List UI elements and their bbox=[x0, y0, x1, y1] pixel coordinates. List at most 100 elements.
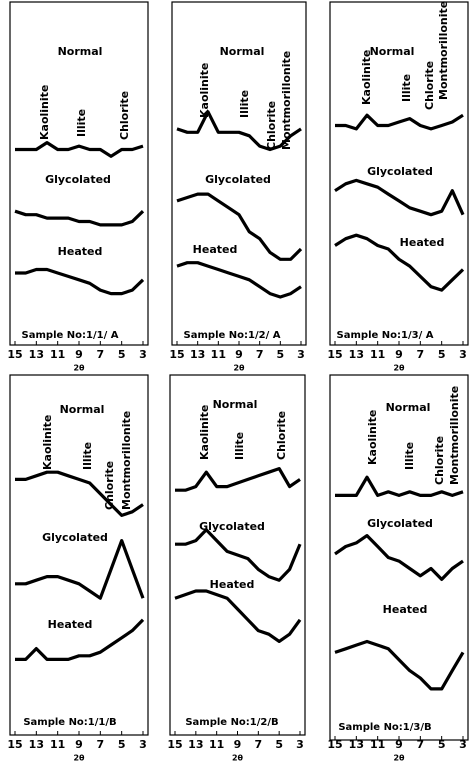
peak-label: Chlorite bbox=[423, 61, 436, 110]
x-tick-label: 5 bbox=[275, 738, 283, 751]
peak-label: Chlorite bbox=[118, 91, 131, 140]
x-tick-label: 15 bbox=[169, 348, 184, 361]
trace-label: Glycolated bbox=[42, 531, 108, 544]
peak-label: Chlorite bbox=[275, 411, 288, 460]
x-tick-label: 3 bbox=[139, 738, 147, 751]
trace-label: Glycolated bbox=[199, 520, 265, 533]
x-tick-label: 15 bbox=[167, 738, 182, 751]
xrd-trace bbox=[335, 475, 464, 497]
x-tick-label: 13 bbox=[29, 738, 44, 751]
x-tick-label: 9 bbox=[235, 348, 243, 361]
peak-label: Illite bbox=[403, 442, 416, 470]
x-tick-label: 7 bbox=[417, 348, 425, 361]
peak-label: Montmorillonite bbox=[120, 411, 133, 510]
peak-label: Illite bbox=[81, 442, 94, 470]
x-tick-label: 11 bbox=[211, 348, 226, 361]
trace-label: Normal bbox=[60, 403, 105, 416]
x-axis-label: 2θ bbox=[73, 364, 85, 373]
peak-label: Kaolinite bbox=[41, 415, 54, 470]
x-tick-label: 9 bbox=[75, 738, 83, 751]
peak-label: Illite bbox=[238, 90, 251, 118]
xrd-trace bbox=[175, 528, 302, 582]
peak-label: Chlorite bbox=[265, 101, 278, 150]
peak-label: Illite bbox=[233, 432, 246, 460]
trace-label: Glycolated bbox=[45, 173, 111, 186]
xrd-trace bbox=[15, 539, 145, 600]
x-tick-label: 7 bbox=[417, 738, 425, 751]
trace-label: Heated bbox=[58, 245, 103, 258]
x-tick-label: 15 bbox=[7, 348, 22, 361]
peak-label: Illite bbox=[75, 109, 88, 137]
peak-label: Kaolinite bbox=[360, 50, 373, 105]
x-tick-label: 11 bbox=[209, 738, 224, 751]
peak-label: Chlorite bbox=[433, 436, 446, 485]
xrd-trace bbox=[176, 192, 303, 261]
trace-label: Glycolated bbox=[367, 165, 433, 178]
sample-label: Sample No:1/1/B bbox=[23, 717, 116, 728]
peak-label: Kaolinite bbox=[198, 405, 211, 460]
x-tick-label: 7 bbox=[97, 738, 105, 751]
xrd-trace bbox=[176, 110, 302, 152]
xrd-trace bbox=[174, 589, 302, 643]
trace-label: Normal bbox=[370, 45, 415, 58]
x-tick-label: 15 bbox=[7, 738, 22, 751]
x-axis-label: 2θ bbox=[393, 754, 405, 763]
trace-label: Heated bbox=[48, 618, 93, 631]
peak-label: Kaolinite bbox=[38, 85, 51, 140]
x-axis-label: 2θ bbox=[233, 364, 245, 373]
x-tick-label: 9 bbox=[395, 348, 403, 361]
trace-label: Heated bbox=[383, 603, 428, 616]
trace-label: Heated bbox=[210, 578, 255, 591]
x-tick-label: 3 bbox=[459, 348, 467, 361]
trace-label: Normal bbox=[386, 401, 431, 414]
x-tick-label: 3 bbox=[297, 348, 305, 361]
xrd-trace bbox=[335, 113, 464, 131]
xrd-trace bbox=[15, 267, 145, 296]
xrd-trace bbox=[334, 233, 465, 292]
xrd-trace bbox=[15, 470, 144, 517]
x-axis-label: 2θ bbox=[232, 754, 244, 763]
x-tick-label: 11 bbox=[50, 348, 65, 361]
x-tick-label: 11 bbox=[370, 348, 385, 361]
peak-label: Chlorite bbox=[103, 461, 116, 510]
peak-label: Montmorillonite bbox=[437, 1, 450, 100]
x-tick-label: 11 bbox=[370, 738, 385, 751]
xrd-trace bbox=[175, 467, 301, 492]
x-tick-label: 5 bbox=[438, 348, 446, 361]
xrd-trace bbox=[15, 141, 144, 158]
trace-label: Normal bbox=[220, 45, 265, 58]
x-tick-label: 5 bbox=[277, 348, 285, 361]
trace-label: Heated bbox=[193, 243, 238, 256]
x-tick-label: 5 bbox=[438, 738, 446, 751]
xrd-trace bbox=[334, 639, 465, 691]
trace-label: Normal bbox=[58, 45, 103, 58]
xrd-trace bbox=[334, 534, 464, 581]
x-tick-label: 13 bbox=[349, 738, 364, 751]
sample-label: Sample No:1/3/ A bbox=[337, 330, 434, 341]
sample-label: Sample No:1/1/ A bbox=[22, 330, 119, 341]
x-tick-label: 13 bbox=[349, 348, 364, 361]
xrd-trace bbox=[15, 618, 145, 661]
peak-label: Montmorillonite bbox=[448, 386, 461, 485]
x-tick-label: 13 bbox=[29, 348, 44, 361]
x-tick-label: 3 bbox=[296, 738, 304, 751]
trace-label: Glycolated bbox=[367, 517, 433, 530]
x-tick-label: 3 bbox=[139, 348, 147, 361]
trace-label: Glycolated bbox=[205, 173, 271, 186]
sample-label: Sample No:1/3/B bbox=[338, 722, 431, 733]
x-axis-label: 2θ bbox=[393, 364, 405, 373]
peak-label: Montmorillonite bbox=[280, 51, 293, 150]
x-tick-label: 9 bbox=[234, 738, 242, 751]
peak-label: Kaolinite bbox=[366, 410, 379, 465]
trace-label: Heated bbox=[400, 236, 445, 249]
x-tick-label: 3 bbox=[459, 738, 467, 751]
x-axis-label: 2θ bbox=[73, 754, 85, 763]
x-tick-label: 15 bbox=[327, 738, 342, 751]
x-tick-label: 11 bbox=[50, 738, 65, 751]
x-tick-label: 13 bbox=[190, 348, 205, 361]
x-tick-label: 7 bbox=[256, 348, 264, 361]
x-tick-label: 13 bbox=[188, 738, 203, 751]
sample-label: Sample No:1/2/ A bbox=[184, 330, 281, 341]
x-tick-label: 5 bbox=[118, 348, 126, 361]
x-tick-label: 5 bbox=[118, 738, 126, 751]
